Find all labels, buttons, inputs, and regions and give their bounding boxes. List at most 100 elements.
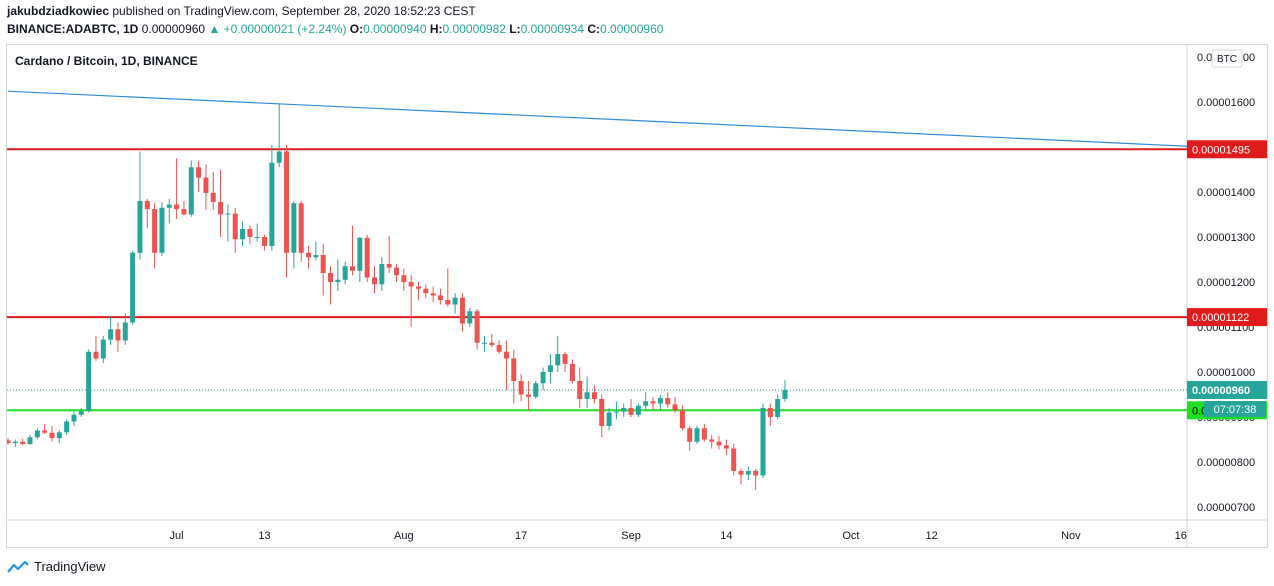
candle-body [247, 228, 253, 237]
close-label: C: [587, 22, 601, 36]
candle-body [240, 228, 246, 240]
candle [159, 201, 165, 256]
last-price-tag [1187, 381, 1267, 399]
candle-body [210, 192, 216, 202]
candle [20, 438, 26, 446]
x-tick-label: Nov [1061, 530, 1081, 542]
candle [12, 439, 18, 447]
y-tick-label: 0.00000700 [1197, 502, 1255, 514]
candle-body [393, 267, 399, 276]
candle-body [775, 399, 781, 417]
candle [210, 171, 216, 210]
candle [657, 394, 663, 411]
candle [430, 286, 436, 303]
candle [269, 144, 275, 251]
last-price: 0.00000960 [141, 22, 206, 36]
candle [408, 275, 414, 327]
tradingview-logo[interactable]: TradingView [6, 559, 106, 574]
candle-body [181, 209, 187, 215]
candle [232, 207, 238, 253]
candle-body [430, 293, 436, 296]
published-text: published on TradingView.com, September … [112, 4, 476, 18]
candle-body [159, 207, 165, 253]
candle [753, 468, 759, 490]
candle-body [628, 408, 634, 415]
candle [716, 435, 722, 450]
candle [401, 268, 407, 291]
chart-legend: Cardano / Bitcoin, 1D, BINANCE [15, 54, 198, 68]
candle-body [122, 322, 128, 341]
currency-badge [1211, 49, 1243, 68]
y-tick-label: 0.00001200 [1197, 277, 1255, 289]
candle [511, 349, 517, 404]
candle [650, 396, 656, 411]
candle [547, 354, 553, 384]
candle [144, 198, 150, 228]
candle [694, 426, 700, 444]
candle [415, 282, 421, 300]
candle [496, 340, 502, 354]
candle-body [481, 342, 487, 344]
change-value: +0.00000021 (+2.24%) [223, 22, 347, 36]
ohlc-header: BINANCE:ADABTC, 1D 0.00000960 ▲ +0.00000… [7, 22, 663, 36]
candle [284, 144, 290, 278]
candle [350, 225, 356, 276]
candle [7, 438, 11, 445]
candle [591, 385, 597, 404]
candle-body [738, 471, 744, 475]
candle-body [657, 398, 663, 404]
candle-body [555, 354, 561, 366]
candle-body [108, 329, 114, 340]
candle [775, 394, 781, 420]
x-tick-label: Jul [170, 530, 184, 542]
x-tick-label: 14 [720, 530, 732, 542]
candle [782, 380, 788, 402]
candle [203, 164, 209, 210]
candle-body [232, 213, 238, 240]
candle [218, 169, 224, 237]
candle [56, 430, 62, 444]
candle-body [606, 412, 612, 426]
candle-body [262, 237, 268, 246]
candle [459, 293, 465, 332]
candle-body [474, 311, 480, 343]
high-label: H: [429, 22, 443, 36]
x-tick-label: 16 [1175, 530, 1187, 542]
tradingview-cloud-icon [7, 560, 29, 573]
candle-body [364, 237, 370, 278]
x-tick-label: 12 [925, 530, 937, 542]
candle [262, 234, 268, 251]
candle [247, 225, 253, 244]
candle-body [408, 282, 414, 287]
candle [584, 376, 590, 408]
currency-badge-text: BTC [1217, 54, 1237, 65]
candle-body [577, 381, 583, 399]
candle-body [49, 432, 55, 439]
candle [709, 435, 715, 449]
candle-body [547, 365, 553, 372]
countdown-tag [1204, 401, 1266, 417]
candle [342, 261, 348, 285]
candle-body [42, 430, 48, 433]
candle [745, 466, 751, 480]
candle-body [386, 264, 392, 268]
candle-body [71, 414, 77, 422]
author-name[interactable]: jakubdziadkowiec [7, 4, 110, 18]
candle-body [86, 351, 92, 412]
candle-body [525, 394, 531, 397]
candle-body [518, 381, 524, 395]
candle [599, 394, 605, 438]
candle [166, 198, 172, 224]
candle [635, 403, 641, 417]
candle-body [152, 209, 158, 253]
candle [93, 336, 99, 361]
candle-body [753, 471, 759, 476]
candle [437, 288, 443, 305]
candle [152, 203, 158, 269]
low-label: L: [509, 22, 521, 36]
candle-body [621, 408, 627, 412]
candle [64, 419, 70, 435]
candle-body [328, 273, 334, 282]
candle [27, 435, 33, 445]
